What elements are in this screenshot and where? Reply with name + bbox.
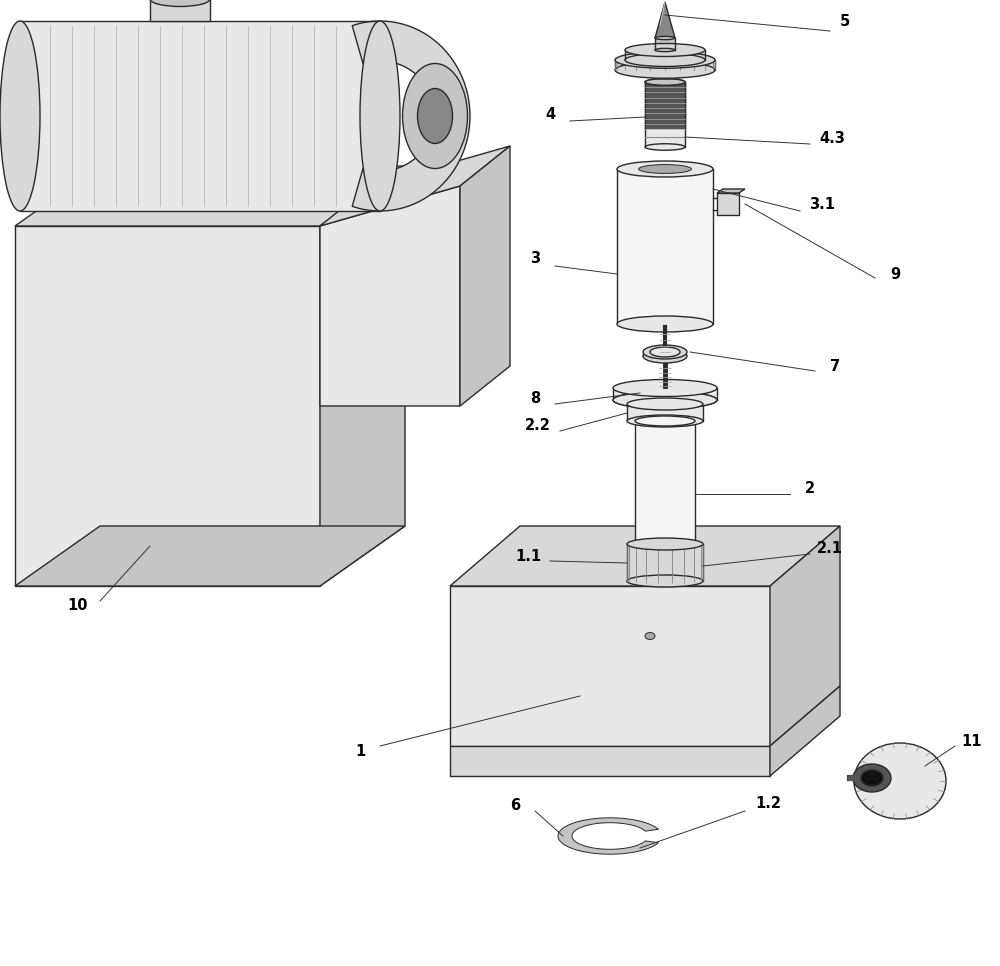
Polygon shape: [15, 526, 405, 586]
Polygon shape: [770, 686, 840, 776]
Ellipse shape: [655, 37, 675, 40]
Polygon shape: [320, 186, 460, 406]
Ellipse shape: [625, 53, 705, 67]
Ellipse shape: [635, 416, 695, 426]
Polygon shape: [20, 21, 380, 211]
Ellipse shape: [635, 539, 695, 549]
Text: 2.2: 2.2: [525, 418, 551, 434]
Ellipse shape: [645, 144, 685, 151]
Ellipse shape: [644, 53, 686, 67]
Ellipse shape: [643, 345, 687, 359]
Polygon shape: [450, 526, 840, 586]
Text: 6: 6: [510, 799, 520, 813]
Ellipse shape: [645, 79, 685, 85]
Ellipse shape: [613, 391, 717, 409]
Polygon shape: [717, 193, 739, 215]
Bar: [627, 544, 703, 581]
Polygon shape: [320, 166, 405, 586]
Ellipse shape: [627, 398, 703, 410]
Polygon shape: [15, 166, 405, 226]
Ellipse shape: [617, 161, 713, 177]
Ellipse shape: [627, 538, 703, 550]
Text: 5: 5: [840, 14, 850, 29]
Ellipse shape: [648, 44, 682, 55]
Ellipse shape: [0, 21, 40, 211]
Text: 2: 2: [805, 480, 815, 496]
Ellipse shape: [402, 64, 468, 168]
Bar: [617, 169, 713, 324]
Text: 3: 3: [530, 250, 540, 266]
Polygon shape: [655, 2, 675, 38]
Polygon shape: [460, 146, 510, 406]
Ellipse shape: [627, 575, 703, 587]
Bar: [627, 404, 703, 421]
Ellipse shape: [643, 349, 687, 363]
Ellipse shape: [360, 21, 400, 211]
Ellipse shape: [615, 52, 715, 69]
Bar: [655, 38, 675, 50]
Polygon shape: [558, 818, 658, 854]
Text: 3.1: 3.1: [809, 196, 835, 212]
Text: 4.3: 4.3: [819, 130, 845, 146]
Ellipse shape: [655, 48, 675, 51]
Text: 1.2: 1.2: [755, 797, 781, 811]
Text: 10: 10: [68, 599, 88, 613]
Ellipse shape: [613, 380, 717, 396]
Polygon shape: [352, 21, 470, 211]
Text: 8: 8: [530, 390, 540, 406]
Ellipse shape: [625, 43, 705, 56]
Ellipse shape: [638, 61, 692, 79]
Ellipse shape: [639, 164, 691, 174]
Bar: [615, 60, 715, 70]
Ellipse shape: [613, 391, 717, 409]
Polygon shape: [770, 526, 840, 746]
Ellipse shape: [853, 764, 891, 792]
Text: 9: 9: [890, 267, 900, 281]
Text: 1: 1: [355, 744, 365, 758]
Text: 11: 11: [962, 733, 982, 749]
Polygon shape: [15, 226, 320, 586]
Ellipse shape: [650, 347, 680, 357]
Ellipse shape: [617, 316, 713, 332]
Polygon shape: [320, 146, 510, 226]
Ellipse shape: [150, 0, 210, 7]
Polygon shape: [150, 0, 210, 21]
Ellipse shape: [861, 770, 883, 786]
Bar: [613, 388, 717, 400]
Ellipse shape: [418, 89, 452, 144]
Bar: [645, 82, 685, 129]
Text: 1.1: 1.1: [515, 549, 541, 563]
Text: 4: 4: [545, 106, 555, 122]
Ellipse shape: [615, 62, 715, 78]
Polygon shape: [450, 746, 770, 776]
Polygon shape: [450, 586, 770, 746]
Ellipse shape: [645, 79, 685, 85]
Text: 7: 7: [830, 358, 840, 374]
Ellipse shape: [627, 415, 703, 427]
Bar: [645, 82, 685, 147]
Ellipse shape: [645, 633, 655, 639]
Text: 2.1: 2.1: [817, 541, 843, 555]
Bar: [635, 421, 695, 544]
Polygon shape: [717, 189, 745, 193]
Bar: [625, 50, 705, 60]
Ellipse shape: [854, 743, 946, 819]
